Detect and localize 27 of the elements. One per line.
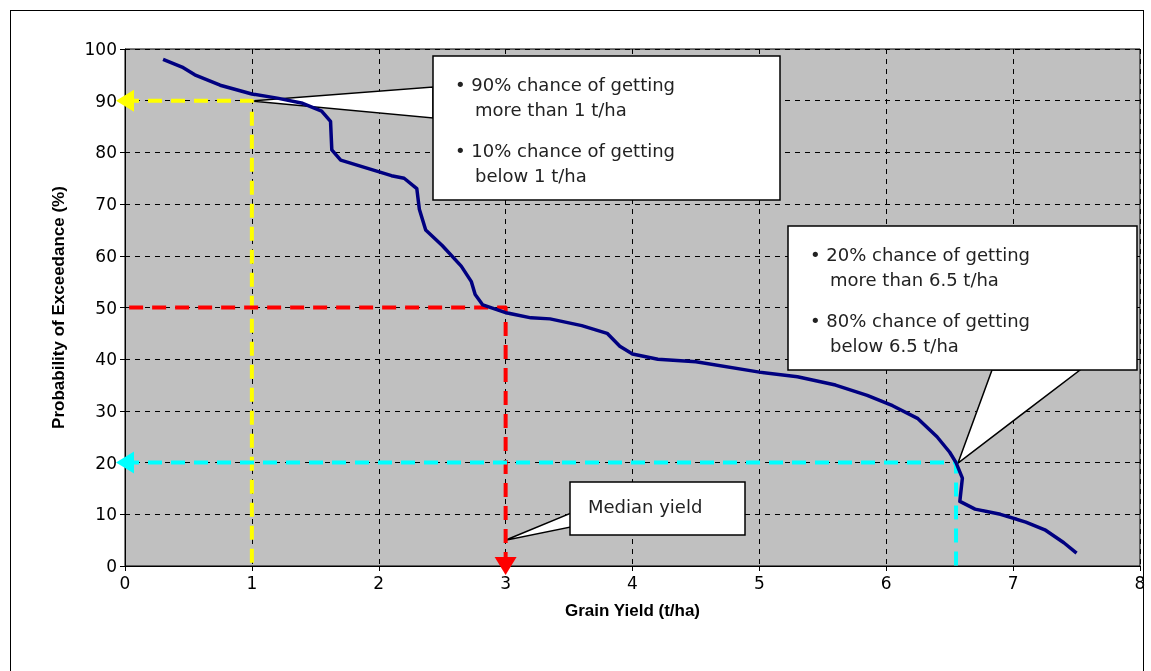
x-tick-label: 5 — [753, 572, 765, 593]
y-tick-label: 50 — [95, 297, 117, 318]
x-tick-label: 0 — [119, 572, 131, 593]
annotation: • 90% chance of getting more than 1 t/ha — [455, 73, 677, 122]
annotation: Median yield — [588, 495, 704, 519]
line-series — [161, 57, 1079, 555]
x-tick-label: 4 — [627, 572, 638, 593]
y-tick-label: 10 — [95, 504, 117, 525]
y-axis-title: Probability of Exceedance (%) — [49, 186, 68, 429]
y-tick-label: 100 — [84, 39, 117, 59]
y-tick-label: 40 — [95, 349, 117, 370]
y-tick-label: 90 — [95, 90, 117, 111]
annotation: • 20% chance of getting more than 6.5 t/ha — [810, 243, 1032, 292]
y-tick-label: 80 — [95, 142, 117, 163]
x-tick-label: 2 — [373, 572, 385, 593]
annotation: • 10% chance of getting below 1 t/ha — [455, 139, 677, 188]
x-axis-title: Grain Yield (t/ha) — [564, 601, 701, 620]
x-tick-label: 7 — [1007, 572, 1019, 593]
x-tick-label: 1 — [246, 572, 258, 593]
y-tick-label: 0 — [106, 556, 117, 576]
x-tick-label: 3 — [500, 572, 512, 593]
x-tick-label: 6 — [880, 572, 892, 593]
y-tick-label: 70 — [95, 194, 117, 215]
y-tick-label: 30 — [95, 400, 117, 421]
y-tick-label: 20 — [95, 452, 117, 473]
y-tick-label: 60 — [95, 245, 117, 266]
annotation: • 80% chance of getting below 6.5 t/ha — [810, 309, 1032, 358]
